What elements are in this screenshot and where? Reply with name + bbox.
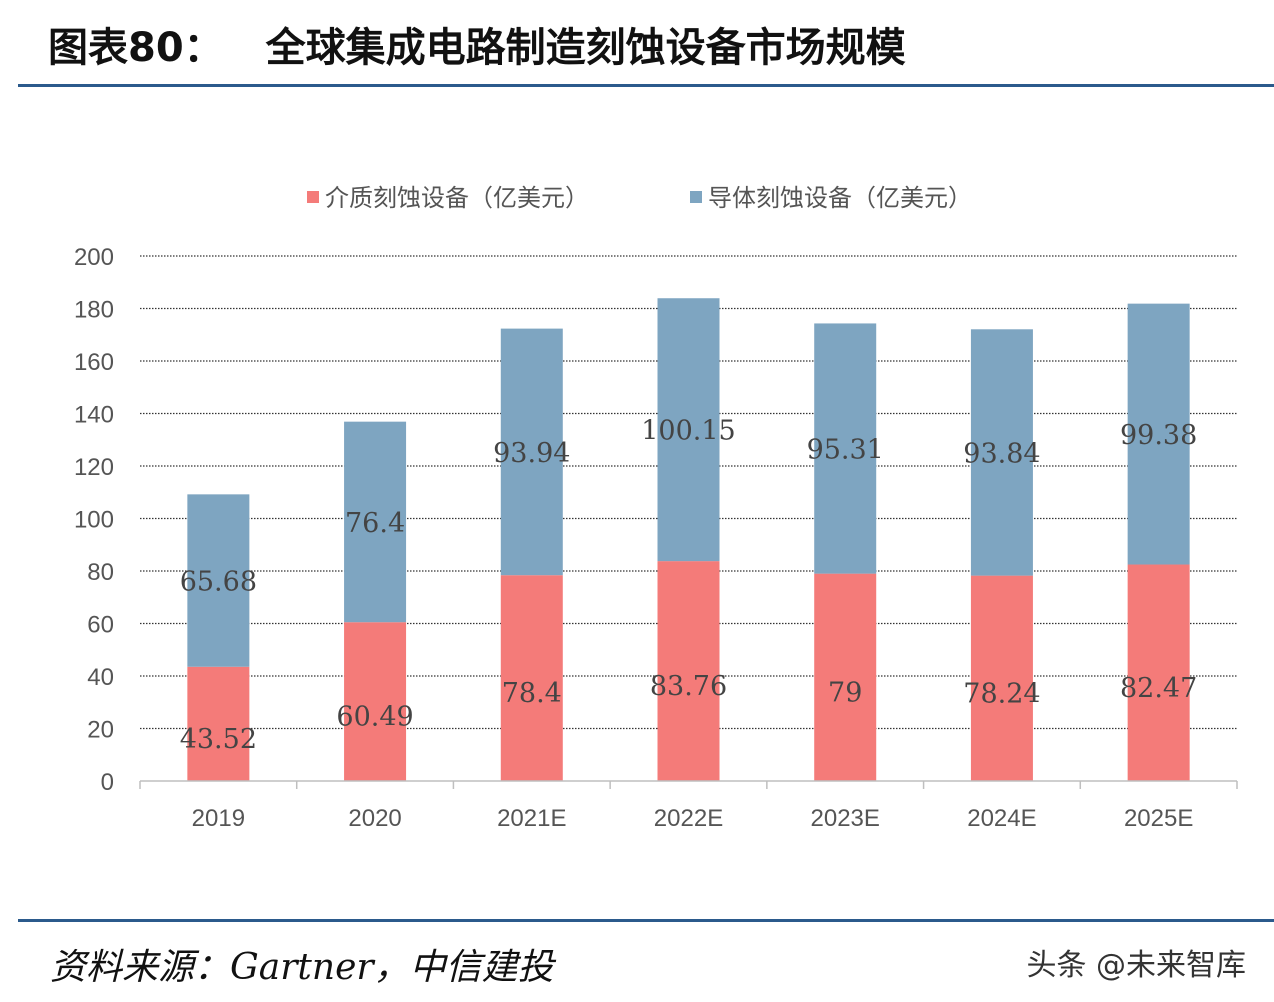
bottom-rule [18,919,1274,922]
y-tick-label: 40 [87,664,114,691]
x-tick-label: 2023E [811,805,880,832]
bar-segment-conductor [187,494,250,667]
legend-item-conductor-label: 导体刻蚀设备（亿美元） [708,184,972,212]
legend-item-dielectric-label: 介质刻蚀设备（亿美元） [325,184,589,212]
legend: 介质刻蚀设备（亿美元） 导体刻蚀设备（亿美元） [307,184,972,212]
bar-segment-conductor [1127,303,1190,565]
y-tick-label: 80 [87,559,114,586]
bar-segment-conductor [657,298,720,562]
data-label-conductor: 76.4 [345,508,405,539]
x-tick-label: 2024E [967,805,1036,832]
data-label-dielectric: 43.52 [180,724,257,755]
x-tick-label: 2019 [192,805,245,832]
bar-segment-conductor [344,421,407,623]
y-tick-label: 180 [74,297,114,324]
bar-segment-dielectric [344,622,407,781]
data-label-dielectric: 79 [828,677,862,708]
data-label-dielectric: 83.76 [650,671,727,702]
data-label-conductor: 93.94 [493,438,570,469]
source-note: 资料来源：Gartner，中信建投 [50,947,554,988]
y-tick-label: 60 [87,612,114,639]
bar-segment-dielectric [500,575,563,781]
y-tick-label: 200 [74,244,114,271]
legend-item-dielectric-swatch [307,191,319,203]
bar-segment-conductor [814,323,877,574]
legend-item-conductor-swatch [690,191,702,203]
bar-segment-dielectric [657,561,720,781]
chart-title-area: 图表80： 全球集成电路制造刻蚀设备市场规模 [48,14,906,74]
bar-segment-conductor [970,329,1033,576]
bar-segment-dielectric [1127,564,1190,781]
data-labels: 43.52 65.68 60.49 76.4 78.4 93.94 83.76 100.15 7… [180,416,1198,755]
y-tick-label: 100 [74,507,114,534]
bar-segment-dielectric [814,573,877,781]
bars [187,298,1190,781]
axes: 0 20 40 60 80 100 120 140 160 180 200 2019 2020 2021E… [74,244,1238,832]
data-label-conductor: 93.84 [963,438,1040,469]
data-label-conductor: 99.38 [1120,420,1197,451]
y-tick-label: 0 [101,769,114,796]
data-label-dielectric: 82.47 [1120,673,1197,704]
watermark: 头条 @未来智库 [1026,948,1246,983]
x-tick-label: 2025E [1124,805,1193,832]
x-tick-label: 2020 [348,805,401,832]
y-tick-label: 120 [74,454,114,481]
x-tick-label: 2022E [654,805,723,832]
bar-segment-dielectric [970,575,1033,781]
y-tick-label: 160 [74,349,114,376]
data-label-dielectric: 78.24 [963,678,1040,709]
data-label-conductor: 95.31 [807,435,884,466]
data-label-conductor: 100.15 [641,416,735,447]
bar-segment-dielectric [187,666,250,781]
y-tick-label: 20 [87,717,114,744]
top-rule [18,84,1274,87]
chart-title: 全球集成电路制造刻蚀设备市场规模 [265,25,906,71]
bar-segment-conductor [500,328,563,576]
x-tick-label: 2021E [497,805,566,832]
figure-number: 图表80： [48,25,224,71]
y-tick-label: 140 [74,402,114,429]
data-label-conductor: 65.68 [180,567,257,598]
stacked-bar-chart: 0 20 40 60 80 100 120 140 160 180 200 2019 2020 2021E… [74,184,1238,832]
data-label-dielectric: 78.4 [502,678,562,709]
data-label-dielectric: 60.49 [336,702,413,733]
